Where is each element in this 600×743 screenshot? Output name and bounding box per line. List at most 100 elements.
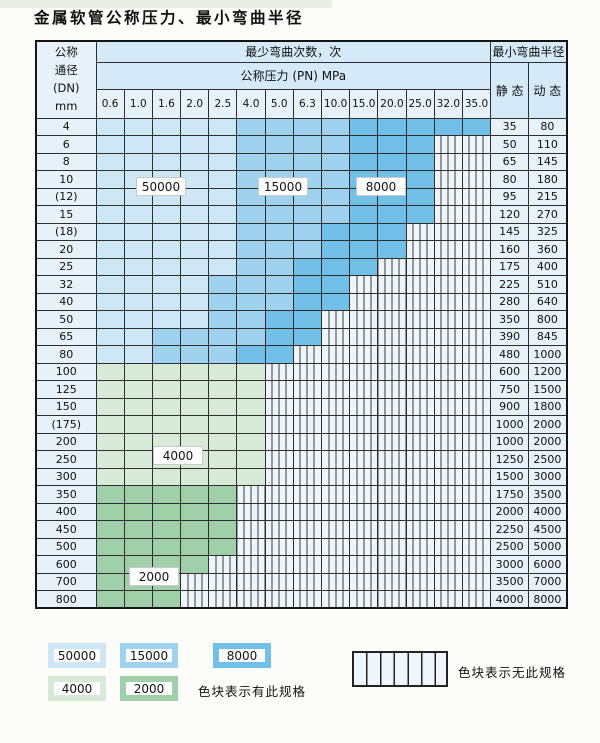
spec-cell [405,170,435,189]
static-value: 80 [490,170,530,189]
bend-count-label: 8000 [356,177,406,196]
spec-cell [95,205,125,224]
no-spec-cell [349,520,379,539]
spec-cell [180,345,210,364]
spec-table-wrapper: 公称 通径 (DN) mm 最少弯曲次数，次 最小弯曲半径 公称压力 (PN) … [35,40,568,609]
spec-cell [208,257,238,276]
dn-cell: 500 [35,537,97,556]
legend-swatch: 2000 [120,676,178,701]
no-spec-cell [320,572,351,591]
no-spec-cell [349,327,379,346]
static-value: 1000 [490,415,530,434]
spec-cell [236,380,266,399]
dn-cell: 400 [35,502,97,521]
spec-cell [180,380,210,399]
pressure-tick: 35.0 [461,88,492,119]
spec-cell [151,397,182,416]
no-spec-cell [320,397,351,416]
spec-cell [292,135,323,154]
spec-cell [180,502,210,521]
spec-cell [123,537,153,556]
no-spec-cell [405,380,435,399]
no-spec-cell [377,397,407,416]
no-spec-cell [264,485,294,504]
no-spec-cell [292,380,323,399]
no-spec-cell [349,590,379,609]
dn-header: 公称 通径 (DN) mm [35,40,97,119]
table-row: 25 175 400 [35,257,568,276]
table-row: (18) 145 325 [35,222,568,241]
no-spec-cell [405,310,435,329]
no-spec-cell [433,450,463,469]
spec-cell [95,222,125,241]
no-spec-cell [461,327,492,346]
no-spec-cell [349,467,379,486]
no-spec-cell [236,537,266,556]
no-spec-cell [320,537,351,556]
no-spec-cell [405,397,435,416]
table-row: 200 1000 2000 [35,432,568,451]
spec-cell [180,415,210,434]
spec-cell [123,205,153,224]
no-spec-cell [433,572,463,591]
spec-cell [123,467,153,486]
spec-cell [320,117,351,136]
dn-cell: 10 [35,170,97,189]
no-spec-cell [405,415,435,434]
dynamic-value: 510 [528,275,568,294]
spec-cell [377,152,407,171]
dynamic-value: 180 [528,170,568,189]
spec-cell [208,240,238,259]
dynamic-value: 2000 [528,432,568,451]
bend-count-label: 50000 [136,177,186,196]
static-value: 600 [490,362,530,381]
dn-cell: 450 [35,520,97,539]
no-spec-hatch-swatch [352,651,448,687]
spec-cell [151,117,182,136]
spec-cell [208,327,238,346]
spec-cell [123,240,153,259]
dn-cell: 20 [35,240,97,259]
no-spec-cell [461,555,492,574]
no-spec-cell [320,555,351,574]
dynamic-value: 110 [528,135,568,154]
spec-cell [236,362,266,381]
no-spec-cell [377,590,407,609]
no-spec-cell [461,362,492,381]
spec-cell [208,345,238,364]
no-spec-cell [208,572,238,591]
dynamic-value: 215 [528,187,568,206]
dn-cell: 25 [35,257,97,276]
pressure-tick: 10.0 [320,88,351,119]
table-row: 20 160 360 [35,240,568,259]
no-spec-cell [236,572,266,591]
spec-cell [208,170,238,189]
dynamic-value: 1800 [528,397,568,416]
static-value: 95 [490,187,530,206]
spec-cell [236,152,266,171]
no-spec-cell [405,520,435,539]
no-spec-cell [433,520,463,539]
spec-cell [151,310,182,329]
table-row: 40 280 640 [35,292,568,311]
spec-cell [320,135,351,154]
spec-cell [236,257,266,276]
no-spec-cell [405,555,435,574]
spec-cell [208,537,238,556]
spec-cell [236,432,266,451]
no-spec-cell [405,590,435,609]
dn-header-line: 通径 [54,62,78,77]
no-spec-cell [349,362,379,381]
spec-cell [180,152,210,171]
header-row-2: 公称压力 (PN) MPa 静 态 动 态 [36,61,568,119]
dn-header-line: (DN) [53,80,80,95]
table-row: 4 35 80 [35,117,568,136]
spec-cell [236,240,266,259]
no-spec-cell [236,502,266,521]
no-spec-cell [292,432,323,451]
spec-cell [95,572,125,591]
no-spec-cell [377,450,407,469]
spec-cell [151,240,182,259]
spec-cell [151,362,182,381]
